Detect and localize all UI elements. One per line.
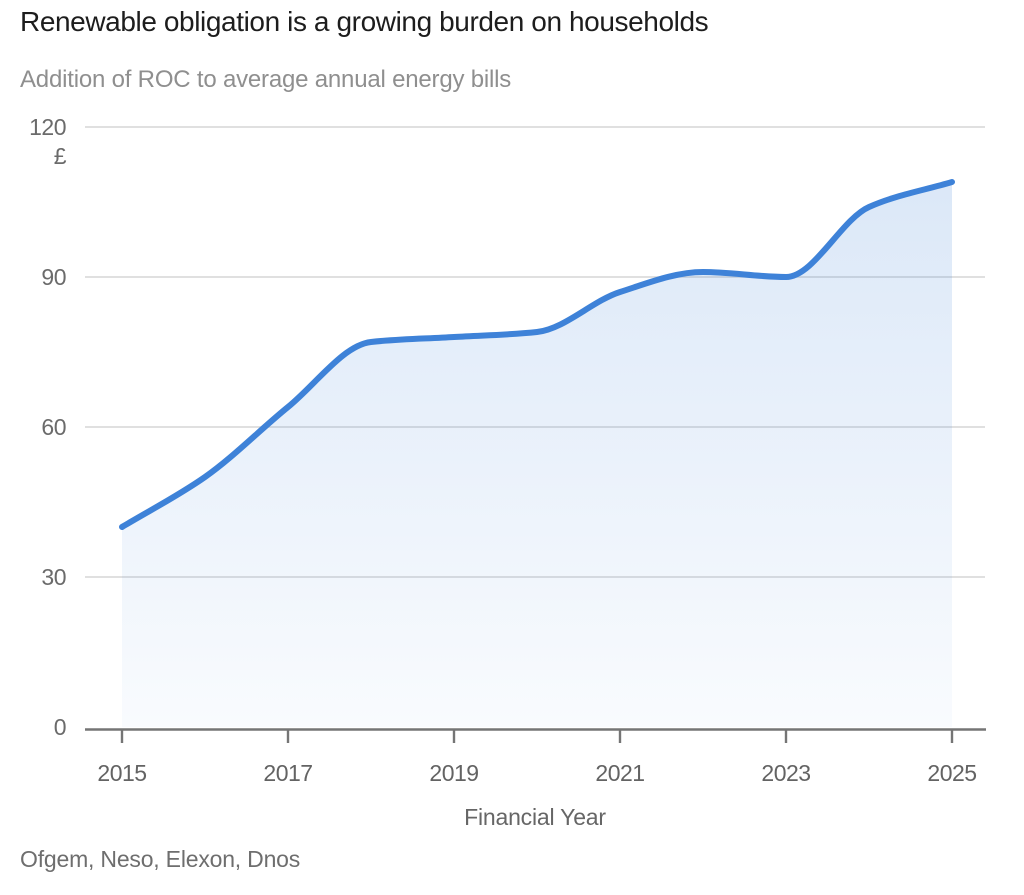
y-tick-label-60: 60 — [41, 414, 66, 440]
chart-title: Renewable obligation is a growing burden… — [20, 6, 709, 37]
x-tick-label-2015: 2015 — [97, 760, 147, 786]
source-note: Ofgem, Neso, Elexon, Dnos — [20, 846, 301, 872]
y-tick-label-90: 90 — [41, 264, 66, 290]
trend-line — [119, 179, 955, 530]
x-tick-label-2023: 2023 — [761, 760, 811, 786]
x-tick-label-2017: 2017 — [263, 760, 313, 786]
x-axis-title: Financial Year — [464, 804, 606, 830]
y-axis-unit: £ — [53, 143, 67, 169]
y-tick-label-0: 0 — [53, 714, 67, 740]
chart-subtitle: Addition of ROC to average annual energy… — [20, 66, 512, 93]
x-axis-ticks — [120, 729, 954, 743]
x-tick-label-2025: 2025 — [927, 760, 977, 786]
area-fill — [122, 182, 952, 727]
y-tick-label-120: 120 — [29, 114, 66, 140]
y-tick-label-30: 30 — [41, 564, 66, 590]
x-tick-label-2021: 2021 — [595, 760, 645, 786]
x-tick-label-2019: 2019 — [429, 760, 479, 786]
